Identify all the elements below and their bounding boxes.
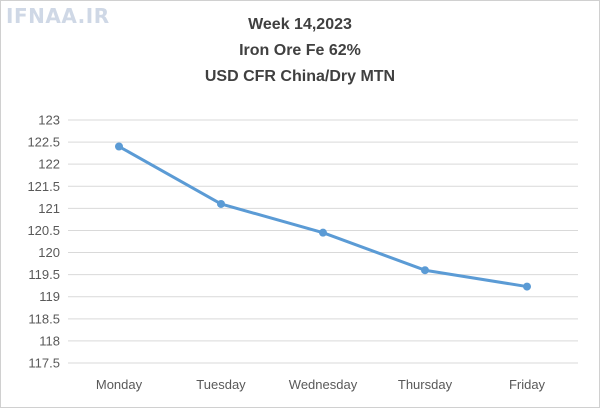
chart-title-line-3: USD CFR China/Dry MTN xyxy=(204,68,396,85)
x-tick-label: Wednesday xyxy=(289,377,358,392)
y-tick-label: 118.5 xyxy=(28,311,60,326)
x-tick-label: Tuesday xyxy=(196,377,246,392)
y-tick-label: 123 xyxy=(38,113,60,128)
series-line xyxy=(117,145,529,289)
y-tick-label: 117.5 xyxy=(28,356,60,371)
y-tick-label: 121.5 xyxy=(27,179,60,194)
y-tick-label: 121 xyxy=(38,201,60,216)
chart-title-line-1: Week 14,2023 xyxy=(248,16,352,33)
data-point xyxy=(319,228,327,237)
y-tick-label: 120 xyxy=(38,245,60,260)
watermark-logo: IFNAA.IR xyxy=(6,4,110,28)
y-tick-label: 118 xyxy=(39,333,60,348)
x-tick-label: Monday xyxy=(96,377,143,392)
data-point xyxy=(115,142,123,151)
y-tick-label: 119 xyxy=(39,289,60,304)
x-tick-label: Friday xyxy=(509,377,546,392)
y-tick-label: 119.5 xyxy=(28,267,60,282)
data-point xyxy=(523,282,531,291)
data-point xyxy=(217,199,225,208)
y-tick-label: 122.5 xyxy=(27,135,60,150)
chart-title-line-2: Iron Ore Fe 62% xyxy=(239,42,361,59)
y-tick-label: 122 xyxy=(38,157,60,172)
data-point xyxy=(421,266,429,275)
y-tick-label: 120.5 xyxy=(27,223,60,238)
x-tick-label: Thursday xyxy=(398,377,453,392)
